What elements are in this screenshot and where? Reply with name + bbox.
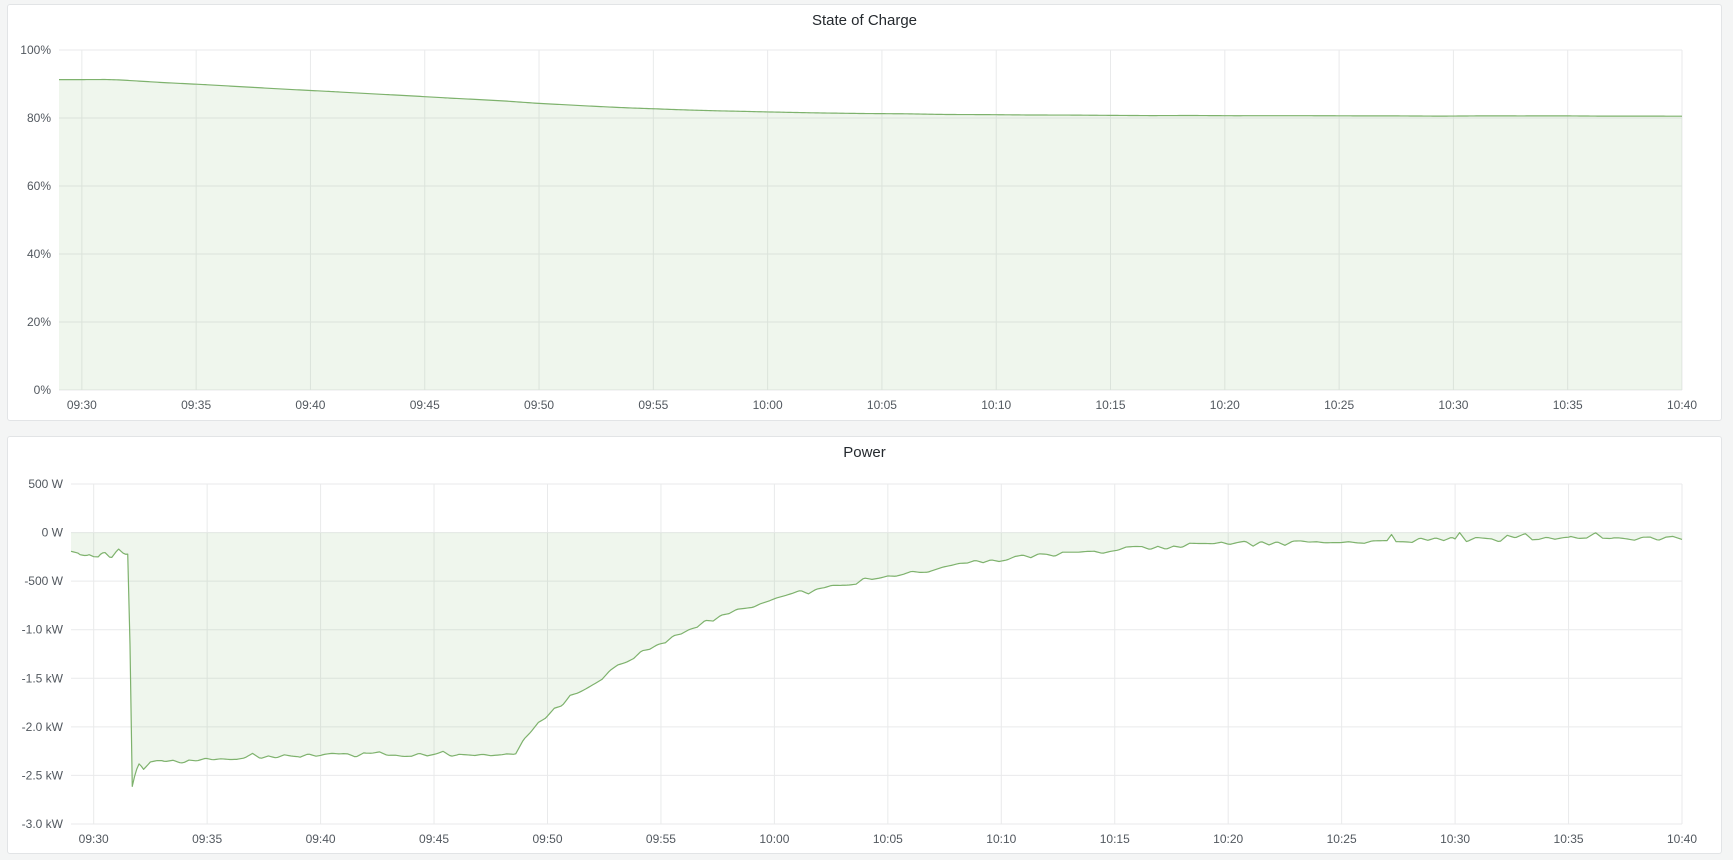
svg-text:10:00: 10:00	[753, 398, 783, 412]
x-axis-labels: 09:30 09:35 09:40 09:45 09:50 09:55 10:00 10:05…	[79, 832, 1698, 846]
svg-text:10:35: 10:35	[1554, 832, 1584, 846]
svg-text:09:40: 09:40	[306, 832, 336, 846]
svg-text:10:20: 10:20	[1210, 398, 1240, 412]
svg-text:-1.0 kW: -1.0 kW	[22, 623, 64, 637]
panel-title-power[interactable]: Power	[843, 444, 886, 461]
svg-text:10:15: 10:15	[1100, 832, 1130, 846]
svg-text:60%: 60%	[27, 179, 51, 193]
svg-text:09:50: 09:50	[532, 832, 562, 846]
svg-text:-3.0 kW: -3.0 kW	[22, 817, 64, 831]
svg-text:500 W: 500 W	[28, 477, 63, 491]
svg-text:-500 W: -500 W	[24, 574, 63, 588]
svg-text:09:30: 09:30	[79, 832, 109, 846]
svg-text:09:40: 09:40	[295, 398, 325, 412]
svg-text:10:05: 10:05	[873, 832, 903, 846]
y-axis-labels: 500 W 0 W -500 W -1.0 kW -1.5 kW -2.0 kW -2.5 …	[22, 477, 64, 831]
panel-title-state-of-charge[interactable]: State of Charge	[811, 12, 918, 29]
svg-text:10:00: 10:00	[759, 832, 789, 846]
svg-text:10:40: 10:40	[1667, 832, 1697, 846]
svg-text:80%: 80%	[27, 111, 51, 125]
series-area-power	[71, 532, 1682, 787]
series-area-state-of-charge	[59, 79, 1682, 391]
svg-text:10:25: 10:25	[1327, 832, 1357, 846]
panel-state-of-charge: State of Charge 100% 80% 60% 40% 20% 0% 09:30 0…	[7, 4, 1722, 421]
svg-text:09:55: 09:55	[646, 832, 676, 846]
svg-text:20%: 20%	[27, 315, 51, 329]
panel-power: Power 500 W 0 W -500 W -1.0 kW -1.5 kW -2.0 k…	[7, 436, 1722, 854]
svg-text:10:05: 10:05	[867, 398, 897, 412]
svg-text:100%: 100%	[20, 43, 51, 57]
svg-text:10:25: 10:25	[1324, 398, 1354, 412]
power-chart[interactable]: 500 W 0 W -500 W -1.0 kW -1.5 kW -2.0 kW -2.5 …	[8, 437, 1723, 855]
svg-text:10:35: 10:35	[1553, 398, 1583, 412]
svg-text:09:35: 09:35	[192, 832, 222, 846]
state-of-charge-chart[interactable]: 100%80%60%40%20%0%09:30 09:35 09:40 09:45 09…	[8, 5, 1723, 422]
svg-text:40%: 40%	[27, 247, 51, 261]
svg-text:09:35: 09:35	[181, 398, 211, 412]
gridlines	[71, 483, 1683, 825]
svg-text:09:45: 09:45	[419, 832, 449, 846]
svg-text:0%: 0%	[34, 383, 52, 397]
svg-text:10:40: 10:40	[1667, 398, 1697, 412]
svg-text:09:45: 09:45	[410, 398, 440, 412]
y-axis-labels: 100% 80% 60% 40% 20% 0%	[20, 43, 51, 397]
svg-text:10:15: 10:15	[1096, 398, 1126, 412]
svg-text:10:20: 10:20	[1213, 832, 1243, 846]
svg-text:09:55: 09:55	[638, 398, 668, 412]
series-line-state-of-charge	[59, 78, 1682, 117]
series-line-power	[70, 532, 1683, 788]
svg-text:-1.5 kW: -1.5 kW	[22, 671, 64, 685]
svg-text:09:50: 09:50	[524, 398, 554, 412]
gridlines	[59, 49, 1683, 391]
svg-text:10:10: 10:10	[986, 832, 1016, 846]
svg-text:10:30: 10:30	[1440, 832, 1470, 846]
svg-text:10:30: 10:30	[1438, 398, 1468, 412]
svg-text:09:30: 09:30	[67, 398, 97, 412]
x-axis-labels: 09:30 09:35 09:40 09:45 09:50 09:55 10:00 10:05…	[67, 398, 1697, 412]
svg-text:-2.5 kW: -2.5 kW	[22, 768, 64, 782]
svg-text:10:10: 10:10	[981, 398, 1011, 412]
svg-text:0 W: 0 W	[42, 526, 64, 540]
svg-text:-2.0 kW: -2.0 kW	[22, 720, 64, 734]
